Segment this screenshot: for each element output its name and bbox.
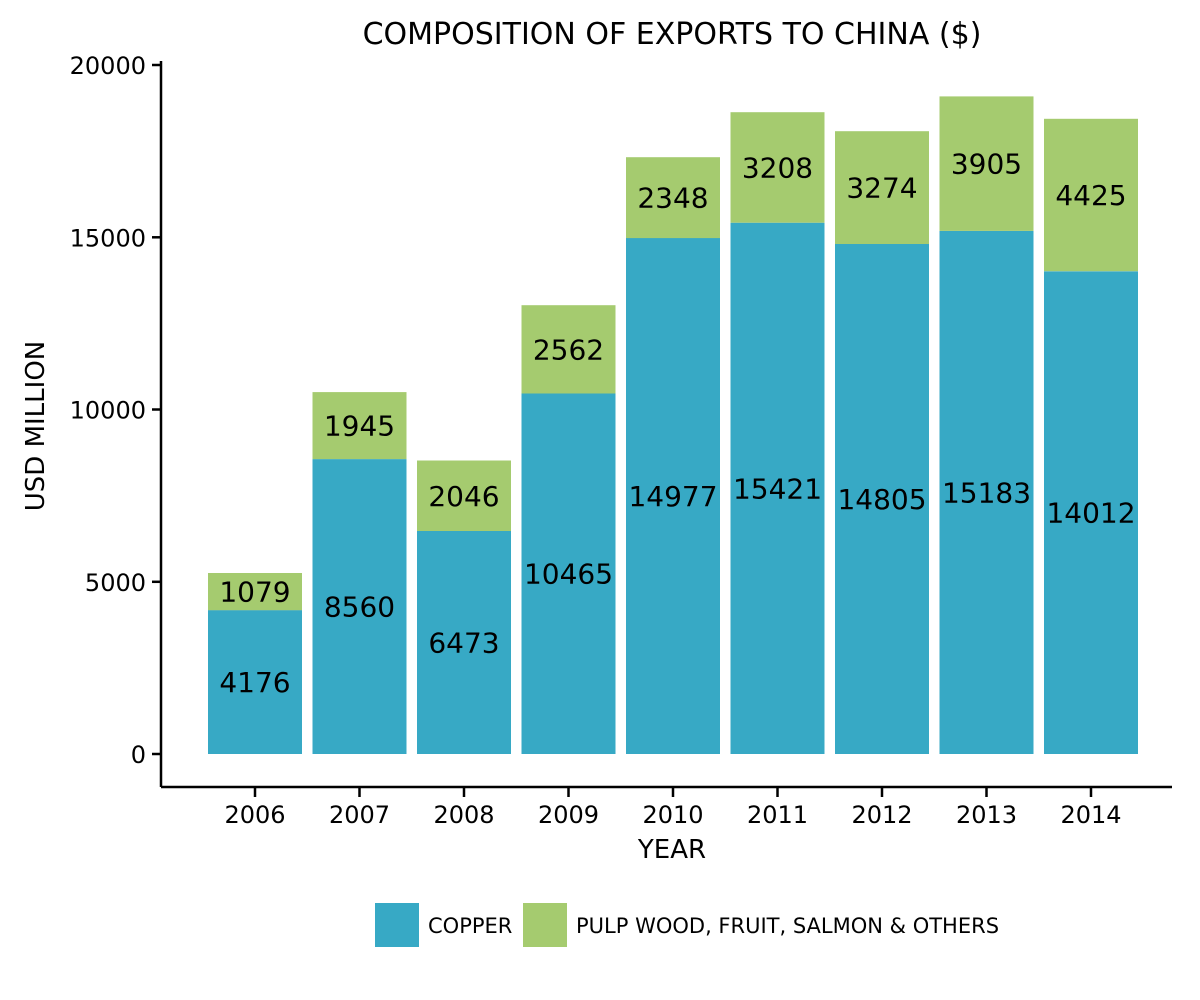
- bar-label-others-2013: 3905: [951, 148, 1022, 181]
- y-axis-ticks: 0 5000 10000 15000 20000: [70, 52, 161, 769]
- bar-copper-2012: [835, 244, 929, 754]
- x-tick-label-2006: 2006: [224, 801, 285, 829]
- bar-labels-layer: 4176 1079 8560 1945 6473 2046 10465 2562 14977 23…: [219, 148, 1135, 699]
- x-axis-ticks: 2006 2007 2008 2009 2010 2011 2012 2013 2014: [224, 787, 1122, 829]
- x-tick-label-2007: 2007: [329, 801, 390, 829]
- bar-label-copper-2012: 14805: [837, 483, 926, 516]
- bar-copper-2013: [939, 230, 1034, 754]
- legend-swatch-others: [523, 903, 567, 947]
- bar-others-2009: [521, 305, 616, 394]
- y-tick-label-0: 0: [131, 741, 146, 769]
- bar-label-others-2011: 3208: [742, 152, 813, 185]
- bar-label-others-2008: 2046: [428, 480, 499, 513]
- bar-copper-2009: [521, 393, 616, 754]
- bar-others-2008: [417, 460, 511, 531]
- bar-others-2012: [835, 131, 929, 244]
- legend-label-copper: COPPER: [428, 914, 512, 938]
- y-tick-label-10000: 10000: [70, 397, 146, 425]
- x-tick-label-2014: 2014: [1060, 801, 1121, 829]
- legend: COPPER PULP WOOD, FRUIT, SALMON & OTHERS: [375, 903, 999, 947]
- bar-others-2007: [312, 392, 407, 460]
- bar-label-copper-2014: 14012: [1046, 497, 1135, 530]
- bar-others-2014: [1044, 118, 1138, 272]
- bar-label-others-2009: 2562: [533, 333, 604, 366]
- legend-label-others: PULP WOOD, FRUIT, SALMON & OTHERS: [576, 914, 999, 938]
- bar-label-copper-2007: 8560: [324, 591, 395, 624]
- bar-others-2011: [730, 112, 825, 223]
- bar-copper-2006: [208, 610, 302, 754]
- bar-others-2013: [939, 96, 1034, 231]
- bar-label-copper-2010: 14977: [628, 480, 717, 513]
- x-tick-label-2011: 2011: [747, 801, 808, 829]
- x-tick-label-2008: 2008: [433, 801, 494, 829]
- bar-label-others-2007: 1945: [324, 410, 395, 443]
- bar-label-copper-2009: 10465: [524, 558, 613, 591]
- chart-title: COMPOSITION OF EXPORTS TO CHINA ($): [363, 17, 982, 52]
- bars-layer: [208, 96, 1138, 754]
- bar-label-copper-2008: 6473: [428, 627, 499, 660]
- y-tick-label-5000: 5000: [85, 569, 146, 597]
- y-tick-label-20000: 20000: [70, 52, 146, 80]
- bar-label-others-2014: 4425: [1055, 179, 1126, 212]
- bar-label-copper-2013: 15183: [942, 477, 1031, 510]
- bar-copper-2010: [626, 238, 720, 754]
- x-tick-label-2010: 2010: [642, 801, 703, 829]
- y-axis-title: USD MILLION: [21, 341, 51, 511]
- bar-copper-2007: [312, 459, 407, 754]
- x-tick-label-2012: 2012: [851, 801, 912, 829]
- bar-copper-2011: [730, 222, 825, 754]
- x-tick-label-2013: 2013: [956, 801, 1017, 829]
- bar-others-2010: [626, 157, 720, 239]
- bar-copper-2008: [417, 531, 511, 754]
- bar-label-others-2006: 1079: [219, 576, 290, 609]
- bar-copper-2014: [1044, 271, 1138, 754]
- x-axis-title: YEAR: [637, 835, 706, 865]
- bar-label-copper-2006: 4176: [219, 666, 290, 699]
- bar-label-others-2010: 2348: [637, 182, 708, 215]
- y-tick-label-15000: 15000: [70, 224, 146, 252]
- bar-label-others-2012: 3274: [846, 172, 917, 205]
- legend-swatch-copper: [375, 903, 419, 947]
- bar-others-2006: [208, 573, 302, 611]
- bar-label-copper-2011: 15421: [733, 472, 822, 505]
- x-tick-label-2009: 2009: [538, 801, 599, 829]
